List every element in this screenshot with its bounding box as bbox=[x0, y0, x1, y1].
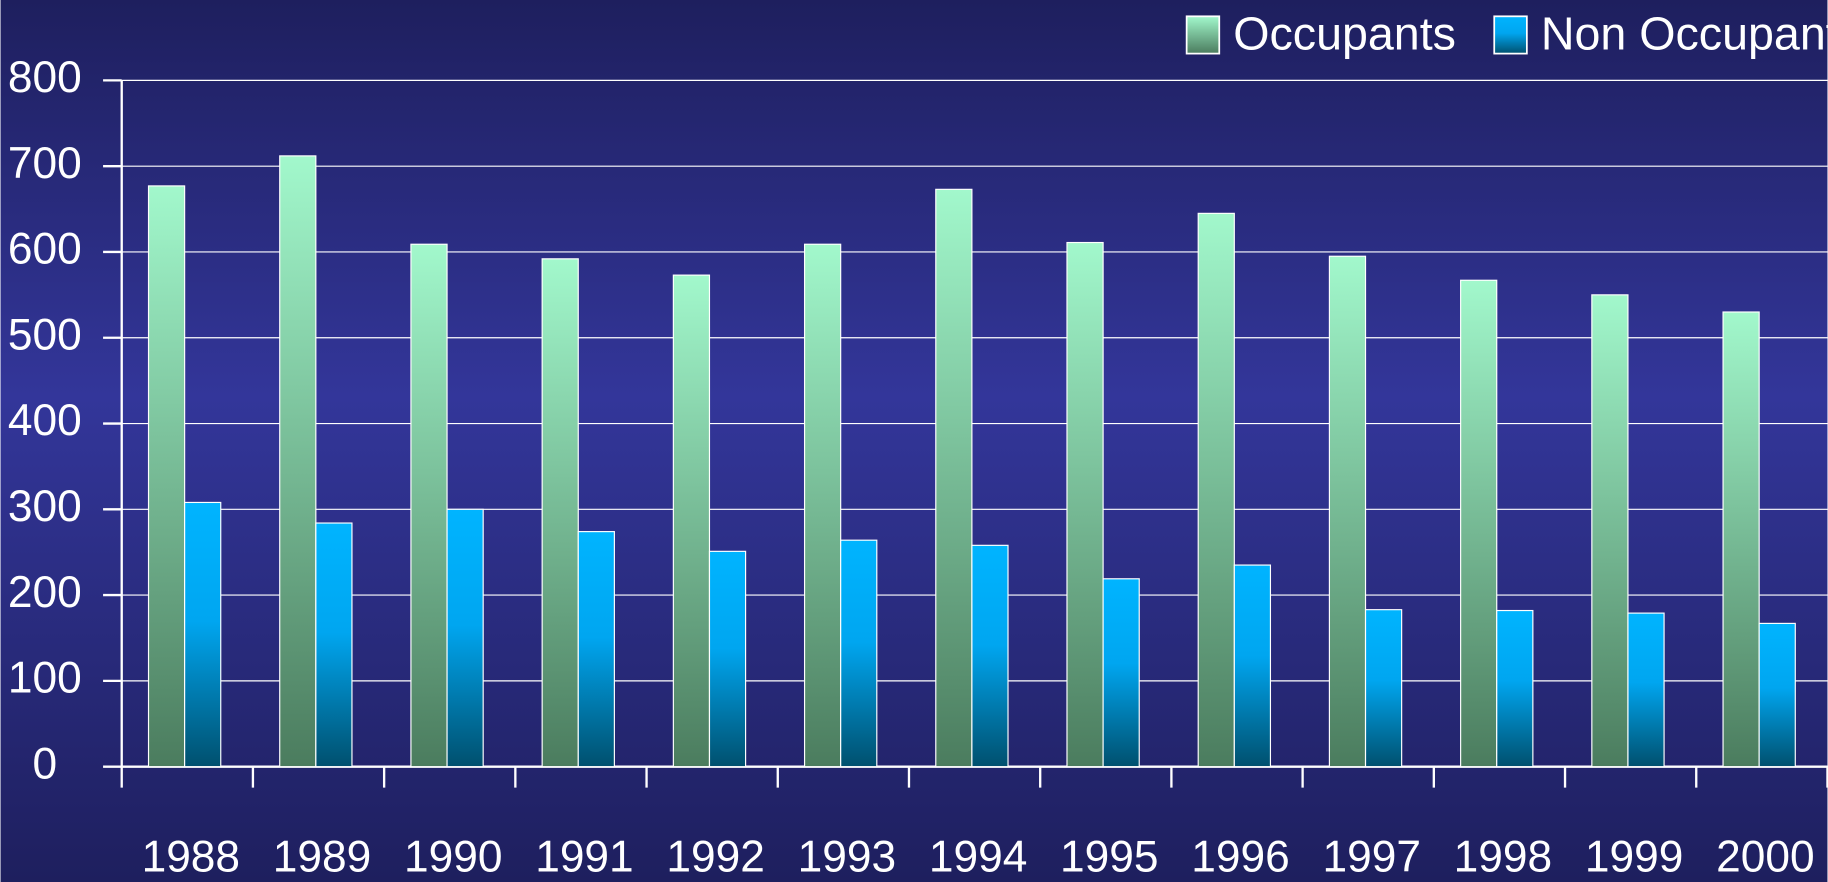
bar bbox=[935, 188, 973, 768]
y-tick-label: 600 bbox=[8, 225, 82, 274]
legend-label: Occupants bbox=[1233, 8, 1456, 60]
bar bbox=[1364, 609, 1403, 768]
bar bbox=[184, 501, 222, 768]
y-tick-label: 200 bbox=[8, 568, 82, 617]
bar bbox=[803, 243, 842, 768]
x-tick-label: 1997 bbox=[1322, 833, 1420, 882]
bar bbox=[971, 544, 1009, 768]
bar bbox=[279, 155, 317, 768]
bar bbox=[708, 550, 747, 768]
legend-label: Non Occupants bbox=[1541, 8, 1828, 60]
bar bbox=[577, 531, 615, 768]
bar bbox=[1722, 311, 1760, 768]
y-tick-label: 500 bbox=[8, 310, 82, 359]
bar bbox=[1233, 564, 1272, 768]
y-tick-label: 800 bbox=[8, 53, 82, 102]
bar bbox=[1591, 294, 1629, 768]
bar bbox=[315, 522, 353, 768]
bar bbox=[840, 539, 878, 768]
bar bbox=[1328, 255, 1367, 768]
y-tick-label: 100 bbox=[8, 654, 82, 703]
y-tick-label: 0 bbox=[33, 739, 58, 788]
x-tick-label: 1996 bbox=[1191, 833, 1289, 882]
bar bbox=[1496, 609, 1534, 768]
x-tick-label: 1988 bbox=[142, 833, 240, 882]
x-tick-label: 1990 bbox=[404, 833, 502, 882]
x-tick-label: 1999 bbox=[1585, 833, 1683, 882]
x-tick-label: 1989 bbox=[273, 833, 371, 882]
bar bbox=[1758, 622, 1796, 768]
bar bbox=[410, 243, 448, 768]
legend-swatch bbox=[1493, 15, 1528, 55]
bar bbox=[147, 185, 186, 768]
x-tick-label: 1995 bbox=[1060, 833, 1158, 882]
x-tick-label: 2000 bbox=[1716, 833, 1814, 882]
y-tick-label: 300 bbox=[8, 482, 82, 531]
bar bbox=[672, 274, 711, 768]
bar bbox=[1627, 612, 1665, 768]
y-tick-label: 400 bbox=[8, 396, 82, 445]
x-tick-label: 1991 bbox=[535, 833, 633, 882]
x-tick-label: 1994 bbox=[929, 833, 1027, 882]
x-tick-label: 1998 bbox=[1454, 833, 1552, 882]
bar bbox=[1460, 279, 1498, 768]
bar bbox=[1102, 578, 1140, 768]
legend-swatch bbox=[1185, 15, 1221, 55]
y-tick-label: 700 bbox=[8, 139, 82, 188]
bar bbox=[541, 258, 579, 768]
bar bbox=[446, 508, 484, 768]
bar bbox=[1066, 241, 1104, 768]
x-tick-label: 1993 bbox=[798, 833, 896, 882]
x-tick-label: 1992 bbox=[666, 833, 764, 882]
bar bbox=[1197, 212, 1235, 768]
